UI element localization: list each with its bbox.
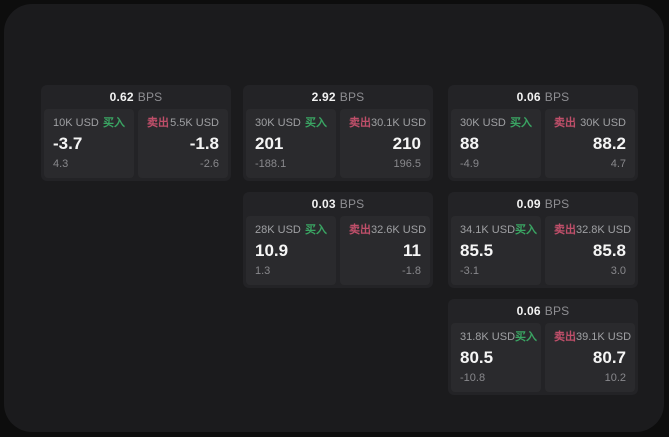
sell-panel[interactable]: 卖出 32.8K USD 85.8 3.0 (545, 216, 635, 285)
buy-price: 85.5 (460, 241, 494, 260)
buy-price: 10.9 (255, 241, 289, 260)
bps-unit-label: BPS (339, 90, 365, 104)
sell-price: -1.8 (189, 134, 219, 153)
sell-delta: -2.6 (200, 158, 219, 170)
buy-tag: 买入 (305, 117, 327, 129)
sell-tag: 卖出 (147, 117, 169, 129)
sell-delta: 3.0 (610, 265, 626, 277)
sell-delta: 10.2 (604, 372, 626, 384)
quote-card: 2.92 BPS 30K USD 买入 201 -188.1 卖出 30.1K … (243, 85, 433, 181)
sell-amount: 5.5K USD (170, 117, 219, 129)
bps-unit-label: BPS (339, 197, 365, 211)
buy-delta: 1.3 (255, 265, 271, 277)
buy-panel[interactable]: 30K USD 买入 88 -4.9 (451, 109, 541, 178)
quote-card: 0.03 BPS 28K USD 买入 10.9 1.3 卖出 32.6K US… (243, 192, 433, 288)
quote-board-panel: 0.62 BPS 10K USD 买入 -3.7 4.3 卖出 5.5K USD (4, 4, 664, 432)
card-header: 0.06 BPS (448, 299, 638, 323)
buy-delta: -3.1 (460, 265, 479, 277)
buy-tag: 买入 (103, 117, 125, 129)
buy-price: 201 (255, 134, 284, 153)
buy-price: -3.7 (53, 134, 83, 153)
sell-price: 80.7 (592, 348, 626, 367)
sell-panel[interactable]: 卖出 32.6K USD 11 -1.8 (340, 216, 430, 285)
bps-value: 0.62 (109, 90, 134, 104)
sell-panel[interactable]: 卖出 30K USD 88.2 4.7 (545, 109, 635, 178)
sell-price: 88.2 (592, 134, 626, 153)
bps-value: 0.06 (516, 90, 541, 104)
sell-panel[interactable]: 卖出 5.5K USD -1.8 -2.6 (138, 109, 228, 178)
card-header: 0.09 BPS (448, 192, 638, 216)
sell-tag: 卖出 (554, 117, 576, 129)
buy-tag: 买入 (510, 117, 532, 129)
buy-amount: 30K USD (460, 117, 506, 129)
buy-panel[interactable]: 28K USD 买入 10.9 1.3 (246, 216, 336, 285)
buy-amount: 34.1K USD (460, 224, 516, 236)
buy-delta: -4.9 (460, 158, 479, 170)
card-body: 34.1K USD 买入 85.5 -3.1 卖出 32.8K USD 85.8… (448, 216, 638, 288)
sell-tag: 卖出 (349, 117, 371, 129)
buy-panel[interactable]: 10K USD 买入 -3.7 4.3 (44, 109, 134, 178)
bps-value: 0.03 (311, 197, 336, 211)
bps-value: 0.09 (516, 197, 541, 211)
bps-value: 0.06 (516, 304, 541, 318)
sell-amount: 32.6K USD (371, 224, 427, 236)
bps-unit-label: BPS (544, 304, 570, 318)
card-body: 31.8K USD 买入 80.5 -10.8 卖出 39.1K USD 80.… (448, 323, 638, 395)
quote-card: 0.62 BPS 10K USD 买入 -3.7 4.3 卖出 5.5K USD (41, 85, 231, 181)
buy-tag: 买入 (305, 224, 327, 236)
buy-delta: -10.8 (460, 372, 486, 384)
card-header: 0.62 BPS (41, 85, 231, 109)
sell-delta: 4.7 (610, 158, 626, 170)
buy-price: 80.5 (460, 348, 494, 367)
sell-delta: -1.8 (402, 265, 421, 277)
card-header: 2.92 BPS (243, 85, 433, 109)
sell-tag: 卖出 (554, 224, 576, 236)
buy-amount: 10K USD (53, 117, 99, 129)
bps-unit-label: BPS (544, 197, 570, 211)
card-header: 0.06 BPS (448, 85, 638, 109)
buy-amount: 31.8K USD (460, 331, 516, 343)
buy-delta: 4.3 (53, 158, 69, 170)
buy-panel[interactable]: 34.1K USD 买入 85.5 -3.1 (451, 216, 541, 285)
bps-unit-label: BPS (544, 90, 570, 104)
bps-value: 2.92 (311, 90, 336, 104)
quote-card: 0.06 BPS 31.8K USD 买入 80.5 -10.8 卖出 39.1… (448, 299, 638, 395)
sell-price: 85.8 (592, 241, 626, 260)
card-body: 30K USD 买入 201 -188.1 卖出 30.1K USD 210 1… (243, 109, 433, 181)
card-body: 28K USD 买入 10.9 1.3 卖出 32.6K USD 11 -1.8 (243, 216, 433, 288)
sell-price: 11 (403, 241, 421, 260)
card-body: 30K USD 买入 88 -4.9 卖出 30K USD 88.2 4.7 (448, 109, 638, 181)
buy-amount: 28K USD (255, 224, 301, 236)
card-header: 0.03 BPS (243, 192, 433, 216)
sell-panel[interactable]: 卖出 39.1K USD 80.7 10.2 (545, 323, 635, 392)
sell-amount: 30.1K USD (371, 117, 427, 129)
buy-delta: -188.1 (255, 158, 287, 170)
buy-tag: 买入 (515, 331, 538, 343)
quote-card: 0.06 BPS 30K USD 买入 88 -4.9 卖出 30K USD (448, 85, 638, 181)
sell-amount: 32.8K USD (576, 224, 632, 236)
sell-price: 210 (392, 134, 421, 153)
bps-unit-label: BPS (137, 90, 163, 104)
sell-amount: 39.1K USD (576, 331, 632, 343)
sell-amount: 30K USD (580, 117, 626, 129)
card-body: 10K USD 买入 -3.7 4.3 卖出 5.5K USD -1.8 -2.… (41, 109, 231, 181)
quote-card: 0.09 BPS 34.1K USD 买入 85.5 -3.1 卖出 32.8K… (448, 192, 638, 288)
buy-price: 88 (460, 134, 479, 153)
buy-amount: 30K USD (255, 117, 301, 129)
buy-panel[interactable]: 30K USD 买入 201 -188.1 (246, 109, 336, 178)
buy-panel[interactable]: 31.8K USD 买入 80.5 -10.8 (451, 323, 541, 392)
sell-tag: 卖出 (349, 224, 371, 236)
sell-tag: 卖出 (554, 331, 576, 343)
sell-delta: 196.5 (393, 158, 421, 170)
buy-tag: 买入 (515, 224, 538, 236)
sell-panel[interactable]: 卖出 30.1K USD 210 196.5 (340, 109, 430, 178)
